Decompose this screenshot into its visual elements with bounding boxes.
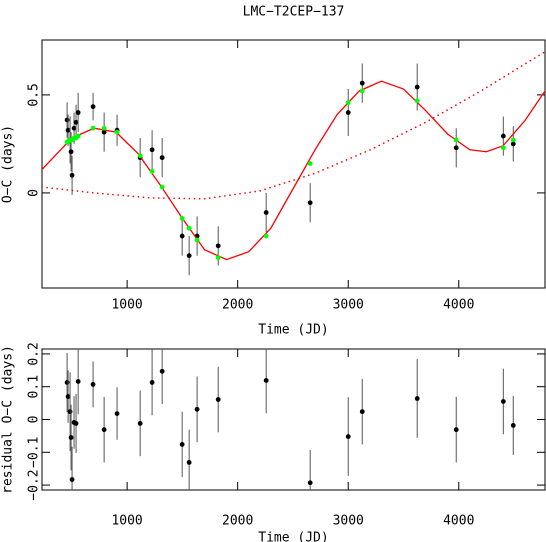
y-tick-label: 0	[27, 189, 42, 197]
data-point	[75, 110, 81, 115]
data-point	[414, 84, 420, 90]
data-point	[500, 145, 506, 151]
data-point	[75, 133, 81, 139]
data-point	[73, 119, 79, 125]
y-tick-label: −0.2	[27, 469, 42, 500]
data-point	[500, 399, 506, 404]
data-point	[345, 434, 351, 439]
data-point	[73, 421, 79, 426]
plot-frame	[41, 39, 546, 289]
data-point	[114, 129, 120, 135]
data-point	[500, 133, 506, 139]
y-tick-label: 0.1	[27, 375, 42, 398]
x-tick-label: 1000	[111, 298, 142, 313]
data-point	[68, 435, 74, 440]
data-point	[453, 145, 459, 151]
data-point	[64, 117, 70, 123]
data-point	[149, 380, 155, 385]
data-point	[69, 172, 75, 178]
data-point	[101, 125, 107, 131]
data-point	[263, 378, 269, 383]
data-point	[359, 409, 365, 415]
data-point	[149, 168, 155, 174]
data-point	[101, 427, 107, 433]
y-tick-label: 0.5	[27, 83, 42, 106]
data-point	[186, 460, 192, 465]
data-point	[65, 394, 71, 399]
data-point	[179, 233, 185, 239]
data-point	[71, 125, 77, 131]
data-point	[453, 137, 459, 143]
data-point	[159, 155, 165, 161]
x-axis-label: Time (JD)	[258, 323, 328, 338]
chart-title: LMC−T2CEP−137	[243, 5, 345, 20]
data-point	[90, 382, 96, 387]
data-point	[159, 368, 165, 374]
x-tick-label: 1000	[111, 514, 142, 529]
x-tick-label: 2000	[222, 298, 253, 313]
x-tick-label: 3000	[333, 298, 364, 313]
data-point	[307, 200, 313, 206]
data-point	[414, 396, 420, 401]
data-point	[307, 161, 313, 166]
data-point	[453, 427, 459, 433]
x-tick-label: 2000	[222, 514, 253, 529]
data-point	[179, 216, 185, 221]
data-point	[194, 406, 200, 412]
data-point	[186, 225, 192, 231]
data-point	[90, 104, 96, 110]
data-point	[345, 110, 351, 115]
data-point	[510, 137, 516, 143]
y-axis-label: residual O−C (days)	[1, 345, 16, 494]
data-point	[359, 80, 365, 86]
data-point	[359, 88, 365, 94]
data-point	[414, 98, 420, 104]
data-point	[137, 153, 143, 159]
data-point	[75, 379, 81, 384]
data-point	[149, 147, 155, 153]
data-point	[114, 411, 120, 416]
data-point	[90, 125, 96, 131]
model-curve	[42, 80, 545, 261]
data-point	[510, 423, 516, 428]
data-point	[194, 237, 200, 243]
data-point	[215, 255, 221, 261]
x-tick-label: 4000	[443, 298, 474, 313]
data-point	[68, 149, 74, 155]
data-point	[263, 233, 269, 239]
data-point	[215, 243, 221, 249]
x-tick-label: 4000	[443, 514, 474, 529]
y-tick-label: 0.2	[27, 342, 42, 365]
data-point	[510, 141, 516, 147]
data-point	[345, 100, 351, 106]
data-point	[215, 397, 221, 402]
data-point	[64, 380, 70, 385]
x-tick-label: 3000	[333, 514, 364, 529]
x-axis-label: Time (JD)	[258, 531, 328, 542]
data-point	[69, 477, 75, 482]
data-point	[186, 253, 192, 259]
data-point	[307, 480, 313, 486]
data-point	[179, 442, 185, 447]
data-point	[263, 210, 269, 215]
y-axis-label: O−C (days)	[1, 125, 16, 203]
data-point	[159, 184, 165, 190]
data-point	[101, 129, 107, 135]
y-tick-label: 0	[27, 416, 42, 424]
y-tick-label: −0.1	[27, 437, 42, 468]
data-point	[65, 127, 71, 133]
data-point	[67, 409, 73, 415]
data-point	[137, 421, 143, 426]
